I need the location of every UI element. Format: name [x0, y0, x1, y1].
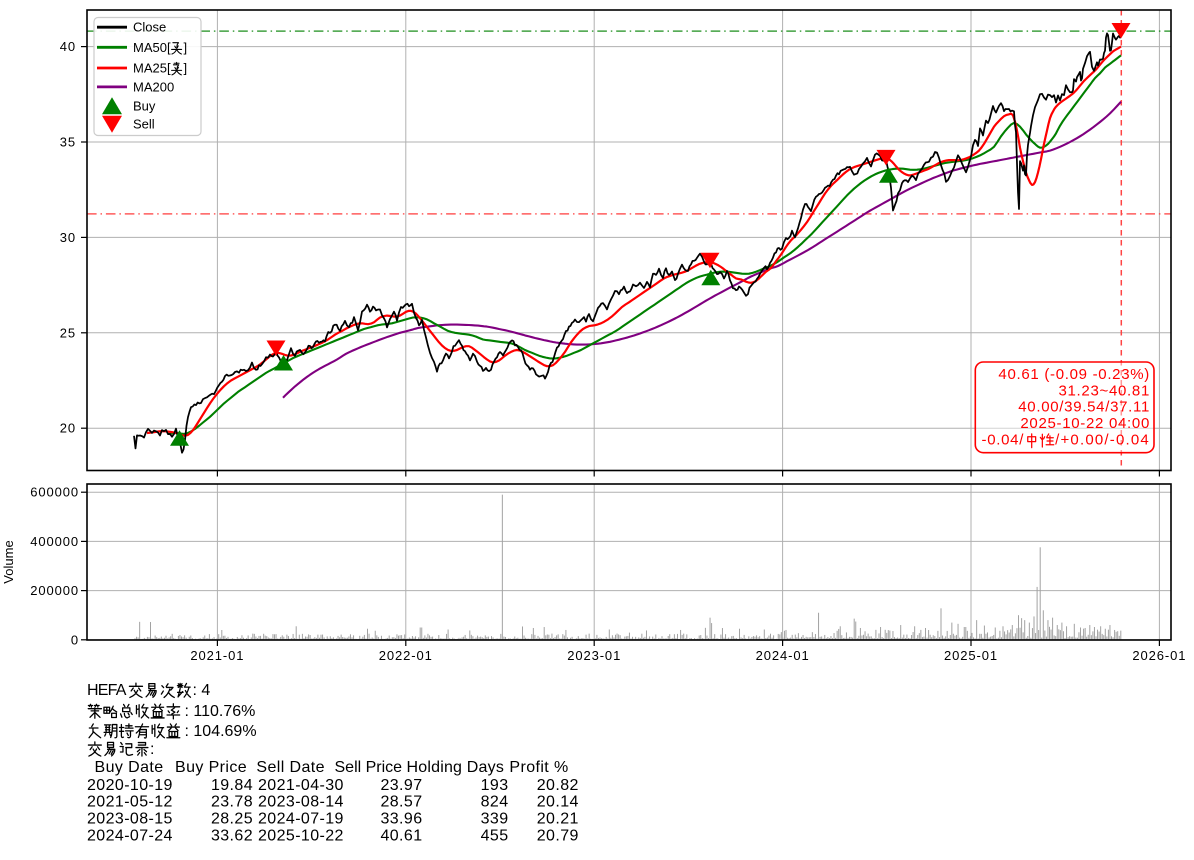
svg-text:2023-08-14: 2023-08-14 [258, 794, 344, 811]
svg-text:MA25[: MA25[ [133, 61, 171, 76]
svg-text:Sell: Sell [133, 117, 155, 132]
svg-text:Holding Days: Holding Days [407, 759, 505, 776]
svg-text:30: 30 [60, 230, 76, 245]
svg-text:20.79: 20.79 [537, 827, 579, 844]
svg-text:40.61 (-0.09 -0.23%): 40.61 (-0.09 -0.23%) [998, 366, 1150, 383]
svg-text:HEFA: HEFA [87, 682, 127, 699]
svg-text:400000: 400000 [30, 534, 79, 549]
svg-text:Sell Date: Sell Date [256, 759, 325, 776]
svg-text:33.96: 33.96 [380, 811, 422, 828]
svg-text:40: 40 [60, 39, 76, 54]
svg-text:31.23~40.81: 31.23~40.81 [1058, 382, 1150, 399]
svg-text:40.61: 40.61 [380, 827, 422, 844]
svg-text:600000: 600000 [30, 485, 79, 500]
svg-text:20.82: 20.82 [537, 777, 579, 794]
svg-text:20.14: 20.14 [537, 794, 579, 811]
svg-text:40.00/39.54/37.11: 40.00/39.54/37.11 [1018, 399, 1150, 416]
svg-text:2023-01: 2023-01 [567, 648, 621, 663]
svg-text:: 104.69%: : 104.69% [185, 723, 257, 740]
svg-text:: 4: : 4 [193, 682, 211, 699]
svg-text:Buy: Buy [133, 98, 156, 113]
svg-text:0: 0 [71, 632, 79, 647]
svg-text:Buy Price: Buy Price [175, 759, 247, 776]
svg-text:: 110.76%: : 110.76% [185, 703, 256, 720]
svg-text:Close: Close [133, 20, 166, 35]
svg-text:2025-01: 2025-01 [944, 648, 998, 663]
svg-text:28.25: 28.25 [211, 811, 253, 828]
svg-text:2020-10-19: 2020-10-19 [87, 777, 173, 794]
svg-text:2021-04-30: 2021-04-30 [258, 777, 344, 794]
svg-text:193: 193 [481, 777, 509, 794]
svg-text:339: 339 [481, 811, 509, 828]
svg-text:2021-05-12: 2021-05-12 [87, 794, 173, 811]
svg-text:23.97: 23.97 [380, 777, 422, 794]
svg-text:2021-01: 2021-01 [190, 648, 244, 663]
svg-text:25: 25 [60, 325, 76, 340]
svg-text:824: 824 [481, 794, 509, 811]
svg-text:2024-07-19: 2024-07-19 [258, 811, 344, 828]
svg-text:23.78: 23.78 [211, 794, 253, 811]
svg-text:]: ] [184, 40, 188, 55]
svg-text:MA50[: MA50[ [133, 40, 171, 55]
svg-text:2024-01: 2024-01 [756, 648, 810, 663]
svg-text::: : [150, 741, 154, 758]
svg-text:2025-10-22: 2025-10-22 [258, 827, 344, 844]
svg-text:Sell Price: Sell Price [335, 759, 403, 776]
svg-text:-0.04/: -0.04/ [982, 432, 1025, 449]
svg-text:MA200: MA200 [133, 79, 174, 94]
svg-text:]: ] [184, 61, 188, 76]
svg-text:2025-10-22 04:00: 2025-10-22 04:00 [1020, 415, 1150, 432]
svg-text:35: 35 [60, 135, 76, 150]
svg-text:20: 20 [60, 421, 76, 436]
svg-text:2022-01: 2022-01 [379, 648, 433, 663]
svg-text:/+0.00/-0.04: /+0.00/-0.04 [1055, 432, 1150, 449]
svg-text:28.57: 28.57 [380, 794, 422, 811]
svg-text:200000: 200000 [30, 583, 79, 598]
svg-text:2026-01: 2026-01 [1132, 648, 1186, 663]
svg-text:Profit %: Profit % [509, 759, 568, 776]
svg-text:Buy Date: Buy Date [95, 759, 164, 776]
svg-text:455: 455 [481, 827, 509, 844]
svg-text:20.21: 20.21 [537, 811, 579, 828]
svg-text:Volume: Volume [1, 540, 16, 583]
svg-text:19.84: 19.84 [211, 777, 253, 794]
svg-text:33.62: 33.62 [211, 827, 253, 844]
svg-text:2024-07-24: 2024-07-24 [87, 827, 173, 844]
svg-text:2023-08-15: 2023-08-15 [87, 811, 173, 828]
